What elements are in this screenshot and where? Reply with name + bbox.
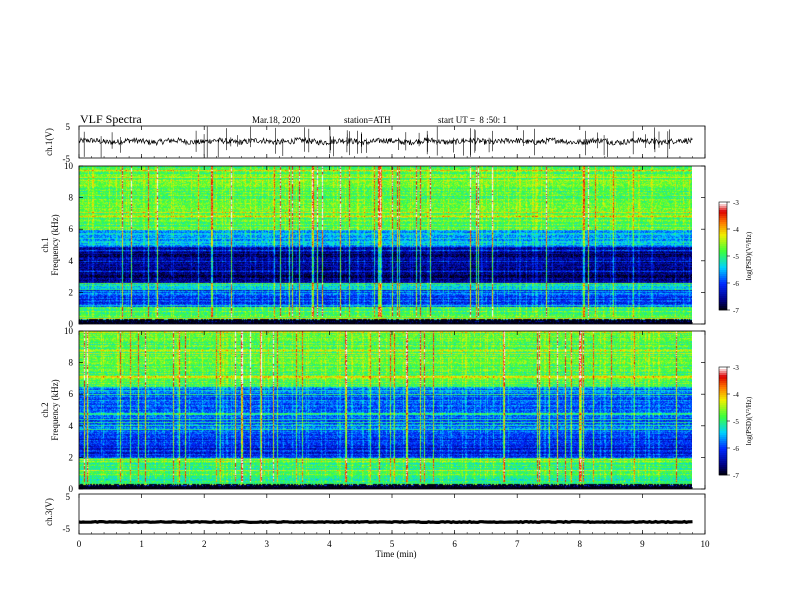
ch1-spectrogram-image — [79, 166, 692, 324]
spectrogram-ytick-label: 8 — [69, 358, 74, 368]
time-axis-tick-label: 6 — [452, 539, 457, 549]
spectrogram-ytick-label: 8 — [69, 193, 74, 203]
colorbar-tick-label: -3 — [733, 199, 739, 207]
spectrogram-ytick-label: 10 — [64, 326, 74, 336]
ch2-spectrogram-ylabel-channel: ch.2 — [40, 402, 50, 417]
colorbar-tick-label: -3 — [733, 364, 739, 372]
time-axis-tick-label: 4 — [327, 539, 332, 549]
spectrogram-raster — [79, 331, 692, 489]
ch3-waveform-panel: ch.3(V) 5 -5 — [44, 492, 706, 535]
spectrogram-raster — [79, 166, 692, 324]
colorbar-tick-label: -4 — [733, 391, 739, 399]
time-axis-label: Time (min) — [376, 549, 417, 559]
ch1-spectrogram-panel: ch.1 Frequency (kHz) 10 8 6 4 2 0 — [40, 161, 706, 329]
colorbar-tick-label: -7 — [733, 307, 739, 315]
ch3-ylabel: ch.3(V) — [44, 498, 54, 526]
start-time-label: start UT = 8 :50: 1 — [438, 115, 507, 125]
spectrogram-ytick-label: 0 — [69, 484, 74, 494]
spectrogram-ytick-label: 2 — [69, 452, 74, 462]
time-axis-tick-label: 0 — [77, 539, 82, 549]
ch1-colorbar: -3 -4 -5 -6 -7 log(PSD)(V²/Hz) — [718, 199, 753, 315]
ch1-spectrogram-ylabel-channel: ch.1 — [40, 237, 50, 252]
colorbar-tick-label: -6 — [733, 445, 739, 453]
time-axis-tick-label: 9 — [640, 539, 645, 549]
ch1-waveform-line — [78, 136, 693, 147]
ch1-spectrogram-ylabel: Frequency (kHz) — [50, 214, 60, 275]
ch2-spectrogram-panel: ch.2 Frequency (kHz) 10 8 6 4 2 0 — [40, 326, 706, 494]
date-label: Mar.18, 2020 — [252, 115, 301, 125]
time-axis-tick-label: 2 — [202, 539, 207, 549]
colorbar-tick-label: -4 — [733, 226, 739, 234]
time-axis-tick-label: 10 — [701, 539, 711, 549]
ch1-colorbar-label: log(PSD)(V²/Hz) — [745, 231, 753, 280]
ch3-waveform-line — [78, 519, 693, 525]
spectrogram-ytick-label: 6 — [69, 224, 74, 234]
spectrogram-ytick-label: 4 — [69, 256, 74, 266]
ch1-ytick-top: 5 — [66, 122, 71, 132]
spectrogram-ytick-label: 2 — [69, 287, 74, 297]
time-axis-tick-label: 1 — [139, 539, 144, 549]
ch1-ytick-bottom: -5 — [63, 154, 71, 164]
ch2-colorbar: -3 -4 -5 -6 -7 log(PSD)(V²/Hz) — [718, 364, 753, 480]
ch3-ytick-bottom: -5 — [63, 524, 71, 534]
colorbar-tick-label: -7 — [733, 472, 739, 480]
time-axis-tick-label: 8 — [578, 539, 583, 549]
figure-title: VLF Spectra — [80, 112, 142, 126]
ch2-colorbar-label: log(PSD)(V²/Hz) — [745, 396, 753, 445]
colorbar-tick-label: -5 — [733, 253, 739, 261]
spectrogram-ytick-label: 0 — [69, 319, 74, 329]
ch2-spectrogram-image — [79, 331, 692, 489]
ch2-spectrogram-ylabel: Frequency (kHz) — [50, 379, 60, 440]
station-label: station=ATH — [344, 115, 391, 125]
colorbar-tick-label: -6 — [733, 280, 739, 288]
spectrogram-ytick-label: 6 — [69, 389, 74, 399]
spectrogram-ytick-label: 10 — [64, 161, 74, 171]
ch3-ytick-top: 5 — [66, 492, 71, 502]
spectrogram-ytick-label: 4 — [69, 421, 74, 431]
time-axis-tick-label: 7 — [515, 539, 520, 549]
ch1-ylabel: ch.1(V) — [44, 128, 54, 156]
ch1-waveform-panel: ch.1(V) 5 -5 — [44, 122, 706, 164]
time-axis-tick-label: 5 — [390, 539, 395, 549]
colorbar-tick-label: -5 — [733, 418, 739, 426]
time-axis: 0 1 2 3 4 5 6 7 8 9 10 — [77, 126, 710, 549]
ch3-waveform-frame — [78, 493, 706, 535]
time-axis-tick-label: 3 — [265, 539, 270, 549]
ch1-waveform-spikes — [83, 126, 670, 158]
